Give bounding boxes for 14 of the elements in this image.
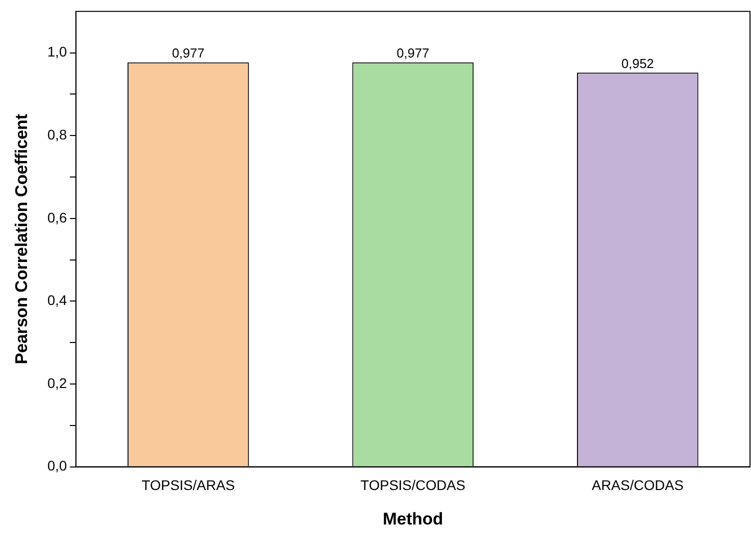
- x-tick-label: ARAS/CODAS: [592, 477, 684, 494]
- x-axis-title: Method: [382, 509, 444, 528]
- data-label: 0,977: [396, 45, 430, 60]
- x-tick-label: TOPSIS/ARAS: [142, 477, 235, 494]
- data-label: 0,952: [621, 56, 654, 71]
- x-tick-label: TOPSIS/CODAS: [360, 477, 466, 494]
- y-tick-label: 1,0: [47, 44, 68, 60]
- y-tick-label: 0,4: [47, 292, 68, 308]
- y-tick-label: 0,8: [47, 126, 68, 142]
- y-tick-label: 0,6: [47, 209, 68, 226]
- y-tick-label: 0,0: [47, 458, 68, 474]
- y-axis-title: Pearson Correlation Coefficent: [12, 114, 31, 364]
- y-tick-label: 0,2: [47, 374, 68, 391]
- data-label: 0,977: [172, 45, 204, 60]
